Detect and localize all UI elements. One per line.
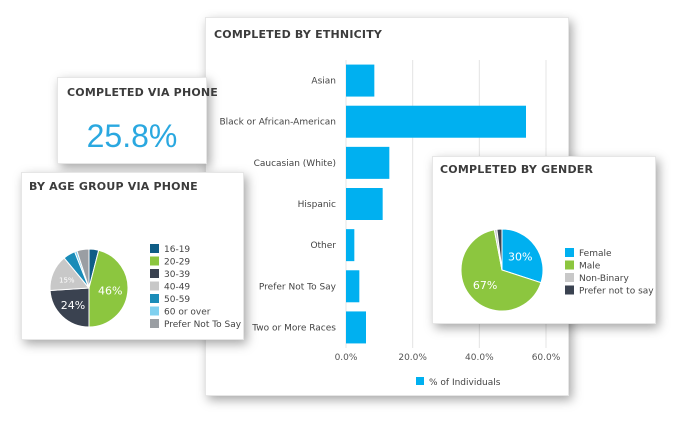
age-legend-swatch	[150, 281, 159, 291]
ethnicity-x-tick-label: 20.0%	[398, 353, 427, 363]
ethnicity-category-label: Black or African-American	[219, 118, 336, 128]
ethnicity-bar	[346, 311, 366, 344]
gender-legend-swatch	[565, 285, 574, 295]
ethnicity-bar	[346, 146, 390, 179]
phone-kpi-value: 25.8%	[86, 118, 178, 154]
age-pie-slice	[49, 287, 90, 328]
age-legend-swatch	[150, 294, 159, 303]
ethnicity-bar	[346, 270, 360, 303]
ethnicity-bar	[346, 188, 383, 220]
ethnicity-category-label: Caucasian (White)	[254, 159, 336, 169]
ethnicity-bar	[346, 229, 355, 262]
ethnicity-chart-title: COMPLETED BY ETHNICITY	[214, 28, 383, 41]
gender-legend-label: Female	[579, 249, 612, 259]
gender-legend-swatch	[565, 248, 574, 257]
age-pie-chart: 46% 24% 15% 16-19 20-29 30-39 40-49 50-59 60 or …	[49, 244, 242, 330]
age-pie-slice	[76, 248, 90, 289]
gender-slice-data-label: 67%	[473, 279, 497, 292]
gender-legend-swatch	[565, 273, 574, 282]
age-legend-swatch	[150, 256, 159, 266]
age-slice-data-label: 15%	[59, 276, 75, 284]
gender-chart-card: COMPLETED BY GENDER 30% 67% Female Male Non-…	[432, 156, 656, 324]
gender-legend-label: Non-Binary	[579, 274, 629, 284]
ethnicity-category-label: Other	[310, 241, 336, 251]
gender-pie-slice	[501, 228, 544, 284]
age-legend-label: 60 or over	[164, 308, 211, 318]
ethnicity-category-label: Hispanic	[298, 200, 336, 210]
ethnicity-legend-swatch	[416, 377, 424, 385]
gender-chart-title: COMPLETED BY GENDER	[440, 163, 594, 176]
phone-kpi-title: COMPLETED VIA PHONE	[67, 86, 219, 99]
ethnicity-bar	[346, 64, 375, 97]
age-legend-swatch	[150, 319, 159, 328]
gender-legend-label: Prefer not to say	[579, 287, 654, 297]
age-legend-label: 20-29	[164, 258, 190, 268]
age-legend-swatch	[150, 244, 159, 253]
gender-pie-chart: 30% 67% Female Male Non-Binary Prefer not to …	[460, 228, 654, 312]
gender-pie-slice	[496, 228, 503, 271]
ethnicity-bar-chart: 0.0% 20.0% 40.0% 60.0% Asian Black or African…	[219, 60, 561, 388]
age-legend-label: 16-19	[164, 245, 190, 255]
age-chart-title: BY AGE GROUP VIA PHONE	[29, 180, 198, 193]
age-legend-swatch	[150, 269, 159, 278]
age-chart-card: BY AGE GROUP VIA PHONE 46% 24% 15% 16-19 20-…	[21, 172, 244, 340]
age-legend-swatch	[150, 306, 159, 316]
age-legend-label: 50-59	[164, 295, 190, 305]
ethnicity-category-label: Prefer Not To Say	[259, 282, 337, 292]
phone-kpi-card: COMPLETED VIA PHONE 25.8%	[57, 77, 218, 164]
ethnicity-category-label: Asian	[311, 77, 336, 87]
age-legend-label: 40-49	[164, 283, 190, 293]
age-slice-data-label: 46%	[98, 285, 122, 298]
age-slice-data-label: 24%	[61, 299, 85, 312]
age-legend-label: 30-39	[164, 270, 190, 280]
ethnicity-category-label: Two or More Races	[251, 323, 336, 333]
ethnicity-x-tick-label: 40.0%	[465, 353, 494, 363]
ethnicity-x-tick-label: 0.0%	[335, 353, 358, 363]
gender-legend-label: Male	[579, 262, 601, 272]
age-legend-label: Prefer Not To Say	[164, 320, 242, 330]
ethnicity-bar	[346, 105, 526, 138]
ethnicity-legend-label: % of Individuals	[429, 378, 501, 388]
ethnicity-x-tick-label: 60.0%	[532, 353, 561, 363]
gender-legend-swatch	[565, 260, 574, 270]
gender-slice-data-label: 30%	[508, 251, 532, 264]
gender-pie-slice	[460, 229, 542, 312]
age-pie-slice	[88, 249, 129, 328]
